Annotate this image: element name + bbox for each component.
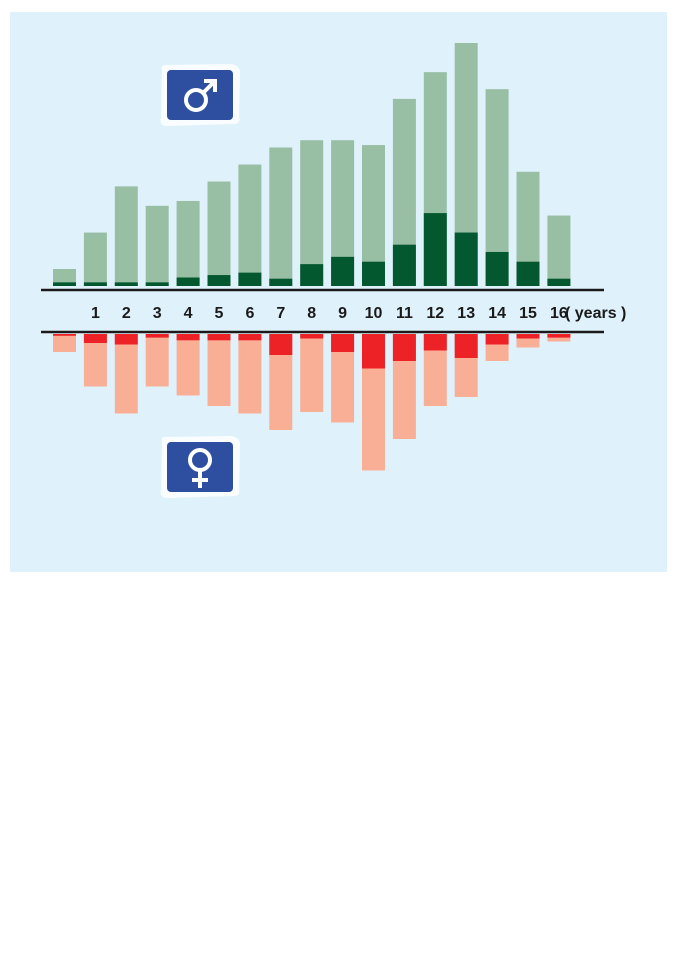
male-bar-highlight: [269, 278, 293, 286]
female-bar-highlight: [300, 334, 324, 339]
x-tick-label: 16: [550, 305, 568, 322]
x-tick-label: 5: [215, 305, 224, 322]
population-chart: 1 2 3 4 5 6 7 8 9 10 11 12 13 14 15 16 ( years ): [10, 12, 667, 572]
x-tick-label: 9: [338, 305, 347, 322]
male-symbol-icon: [160, 64, 240, 126]
female-bar-highlight: [145, 334, 169, 338]
unit-label: ( years ): [565, 305, 626, 322]
female-bar-highlight: [331, 334, 355, 352]
female-bar-highlight: [176, 334, 200, 341]
male-bar-total: [331, 140, 355, 286]
female-bar-highlight: [516, 334, 540, 339]
male-bar-total: [454, 43, 478, 286]
female-bar-highlight: [114, 334, 138, 345]
male-bar-highlight: [176, 277, 200, 286]
x-tick-label: 10: [365, 305, 383, 322]
female-bar-highlight: [454, 334, 478, 358]
female-bar-total: [331, 334, 355, 423]
tick-labels: 1 2 3 4 5 6 7 8 9 10 11 12 13 14 15 16: [91, 305, 568, 322]
male-bar-total: [392, 98, 416, 286]
female-bars: [53, 334, 571, 471]
male-bar-highlight: [114, 282, 138, 286]
female-bar-total: [53, 334, 76, 352]
male-bar-total: [53, 268, 76, 286]
male-bar-highlight: [454, 232, 478, 286]
female-bar-highlight: [547, 334, 571, 338]
x-tick-label: 11: [396, 305, 413, 322]
male-bar-total: [83, 232, 107, 286]
x-tick-label: 2: [122, 305, 131, 322]
male-bar-total: [238, 164, 262, 286]
male-bar-highlight: [423, 213, 447, 286]
male-bar-highlight: [53, 282, 76, 286]
x-tick-label: 14: [488, 305, 506, 322]
male-bar-total: [516, 171, 540, 286]
x-tick-label: 13: [457, 305, 475, 322]
male-bar-highlight: [300, 264, 324, 286]
female-symbol-icon: [160, 436, 240, 498]
female-bar-highlight: [485, 334, 509, 345]
male-bar-total: [547, 215, 571, 286]
male-bar-total: [300, 140, 324, 286]
female-bar-total: [207, 334, 231, 406]
x-tick-label: 12: [426, 305, 444, 322]
female-bar-total: [114, 334, 138, 414]
male-bar-highlight: [547, 278, 571, 286]
male-bar-total: [176, 200, 200, 286]
male-bar-highlight: [145, 282, 169, 286]
female-bar-highlight: [53, 334, 76, 336]
female-bar-highlight: [423, 334, 447, 351]
male-bar-highlight: [238, 272, 262, 286]
female-bar-total: [238, 334, 262, 414]
male-bar-total: [114, 186, 138, 286]
female-bar-total: [269, 334, 293, 430]
female-bar-total: [300, 334, 324, 412]
male-bar-highlight: [83, 282, 107, 286]
female-bar-highlight: [269, 334, 293, 355]
male-bar-highlight: [331, 256, 355, 286]
female-bar-total: [547, 334, 571, 342]
female-bar-highlight: [238, 334, 262, 341]
male-bar-total: [207, 181, 231, 286]
x-tick-label: 4: [184, 305, 193, 322]
x-tick-label: 3: [153, 305, 162, 322]
male-bar-total: [145, 205, 169, 286]
male-bar-highlight: [362, 261, 385, 286]
chart-panel: 1 2 3 4 5 6 7 8 9 10 11 12 13 14 15 16 ( years ): [10, 12, 667, 572]
x-tick-label: 15: [519, 305, 537, 322]
x-tick-label: 8: [307, 305, 316, 322]
male-bar-total: [362, 145, 385, 286]
male-bars: [53, 43, 571, 286]
female-bar-highlight: [207, 334, 231, 341]
male-bar-total: [269, 147, 293, 286]
male-bar-highlight: [392, 244, 416, 286]
female-bar-total: [423, 334, 447, 406]
female-bar-highlight: [83, 334, 107, 343]
male-bar-total: [485, 89, 509, 286]
male-bar-highlight: [485, 251, 509, 286]
male-bar-highlight: [516, 261, 540, 286]
female-bar-highlight: [392, 334, 416, 361]
x-tick-label: 7: [276, 305, 285, 322]
female-bar-total: [145, 334, 169, 387]
female-bar-total: [83, 334, 107, 387]
male-bar-highlight: [207, 275, 231, 286]
x-tick-label: 1: [91, 305, 100, 322]
x-tick-label: 6: [245, 305, 254, 322]
female-bar-highlight: [362, 334, 385, 369]
female-bar-total: [176, 334, 200, 396]
chart-background: [10, 12, 667, 572]
